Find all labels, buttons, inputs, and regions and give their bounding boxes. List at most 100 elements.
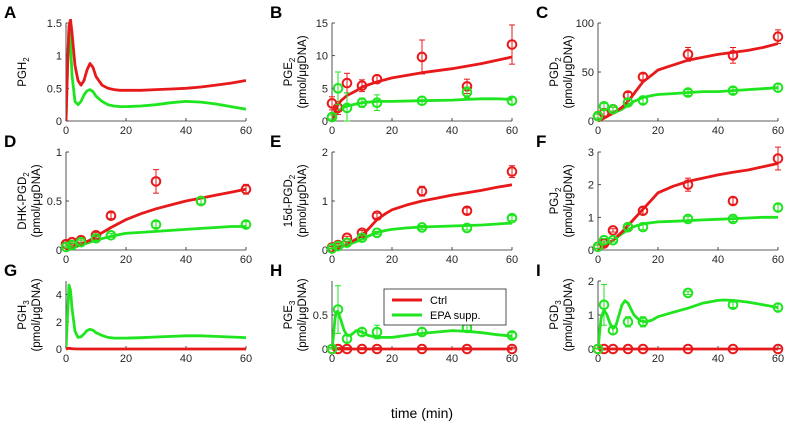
x-tick-label: 60 (772, 125, 784, 137)
y-label-name: PGD (549, 305, 561, 330)
x-tick-label: 20 (120, 125, 132, 137)
data-point-ctrl (727, 195, 739, 207)
y-axis-unit: (pmol/μgDNA) (297, 35, 309, 108)
x-tick-label: 40 (712, 353, 724, 365)
x-tick-label: 40 (446, 125, 458, 137)
y-axis-label: PGE2 (283, 57, 297, 86)
data-point-ctrl (682, 49, 694, 60)
data-point-ctrl (772, 31, 784, 43)
data-point-ctrl (416, 343, 428, 355)
x-tick-label: 40 (446, 353, 458, 365)
data-point-epa (356, 97, 368, 109)
data-point-epa (371, 326, 383, 338)
data-point-epa (682, 87, 694, 98)
y-tick-label: 1 (56, 147, 62, 159)
x-tick-label: 60 (506, 125, 518, 137)
y-tick-label: 15 (316, 18, 328, 30)
x-tick-label: 60 (240, 125, 252, 137)
data-point-ctrl (637, 205, 649, 217)
panel-letter: A (4, 3, 16, 22)
data-point-epa (416, 222, 428, 233)
y-tick-label: 1.5 (47, 18, 62, 30)
y-axis-label: PGH3 (17, 300, 31, 330)
y-tick-label: 2 (588, 276, 594, 288)
series-curve-ctrl (332, 183, 512, 252)
data-point-epa (332, 83, 344, 94)
y-tick-label: 1 (322, 196, 328, 208)
data-point-epa (682, 213, 694, 225)
panel-letter: H (270, 261, 282, 280)
y-axis-label: PGE3 (283, 300, 297, 329)
y-tick-label: 0 (322, 116, 328, 128)
data-point-epa (66, 239, 78, 251)
data-point-epa (506, 95, 518, 107)
data-point-epa (416, 326, 428, 338)
data-point-ctrl (506, 166, 518, 177)
x-tick-label: 40 (180, 125, 192, 137)
data-point-ctrl (341, 77, 353, 89)
x-tick-label: 60 (506, 254, 518, 266)
data-point-ctrl (637, 343, 649, 355)
y-tick-label: 0 (56, 245, 62, 257)
panel-letter: F (536, 132, 546, 151)
data-point-epa (105, 230, 117, 241)
y-label-name: 15d-PGD (283, 179, 295, 227)
data-point-epa (371, 227, 383, 239)
data-point-ctrl (105, 210, 117, 221)
y-label-subscript: 2 (554, 57, 563, 62)
panel-letter: B (270, 3, 282, 22)
x-tick-label: 40 (180, 254, 192, 266)
data-point-epa (637, 221, 649, 233)
y-label-subscript: 3 (288, 300, 297, 305)
y-label-subscript: 2 (554, 187, 563, 192)
y-tick-label: 5 (322, 83, 328, 95)
y-label-subscript: 2 (22, 172, 31, 177)
series-curve-epa (598, 215, 778, 252)
y-axis-label: DHK-PGD2 (17, 172, 31, 230)
data-point-epa (592, 110, 604, 122)
data-point-ctrl (240, 183, 252, 195)
y-tick-label: 10 (316, 51, 328, 63)
y-label-name: DHK-PGD (17, 177, 29, 230)
data-point-ctrl (356, 80, 368, 92)
y-tick-label: 0 (56, 344, 62, 356)
y-axis-unit: (pmol/μgDNA) (297, 278, 309, 351)
data-point-epa (326, 111, 338, 123)
y-tick-label: 2 (56, 317, 62, 329)
panel-letter: E (270, 132, 281, 151)
data-point-epa (772, 82, 784, 93)
y-axis-label: PGD3 (549, 300, 563, 330)
data-point-ctrl (682, 343, 694, 355)
y-tick-label: 0.5 (47, 196, 62, 208)
y-tick-label: 100 (576, 18, 594, 30)
x-tick-label: 0 (63, 353, 69, 365)
data-point-epa (607, 103, 619, 115)
data-point-epa (332, 240, 344, 252)
panel-letter: I (536, 261, 541, 280)
x-tick-label: 40 (446, 254, 458, 266)
data-point-epa (598, 299, 610, 311)
data-point-ctrl (461, 343, 473, 355)
y-tick-label: 0 (588, 116, 594, 128)
y-tick-label: 4 (56, 290, 62, 302)
x-tick-label: 0 (595, 254, 601, 266)
data-point-epa (506, 330, 518, 341)
legend: Ctrl EPA supp. (383, 288, 507, 326)
y-label-subscript: 2 (288, 57, 297, 62)
panel-letter: C (536, 3, 548, 22)
x-axis-label: time (min) (391, 405, 453, 421)
y-tick-label: 2 (322, 147, 328, 159)
y-label-name: PGE (283, 62, 295, 87)
data-point-epa (341, 333, 353, 345)
x-tick-label: 0 (595, 353, 601, 365)
data-point-epa (607, 234, 619, 246)
y-axis-unit: (pmol/μgDNA) (563, 164, 575, 237)
panel-G: G PGH3 (pmol/μgDNA) 0 20 40 60 0 2 4 (4, 261, 252, 365)
series-curve-epa (66, 283, 246, 350)
data-point-epa (416, 95, 428, 107)
x-tick-label: 20 (386, 353, 398, 365)
data-point-epa (461, 86, 473, 98)
data-point-epa (341, 237, 353, 248)
y-tick-label: 0 (56, 116, 62, 128)
data-point-epa (637, 95, 649, 106)
